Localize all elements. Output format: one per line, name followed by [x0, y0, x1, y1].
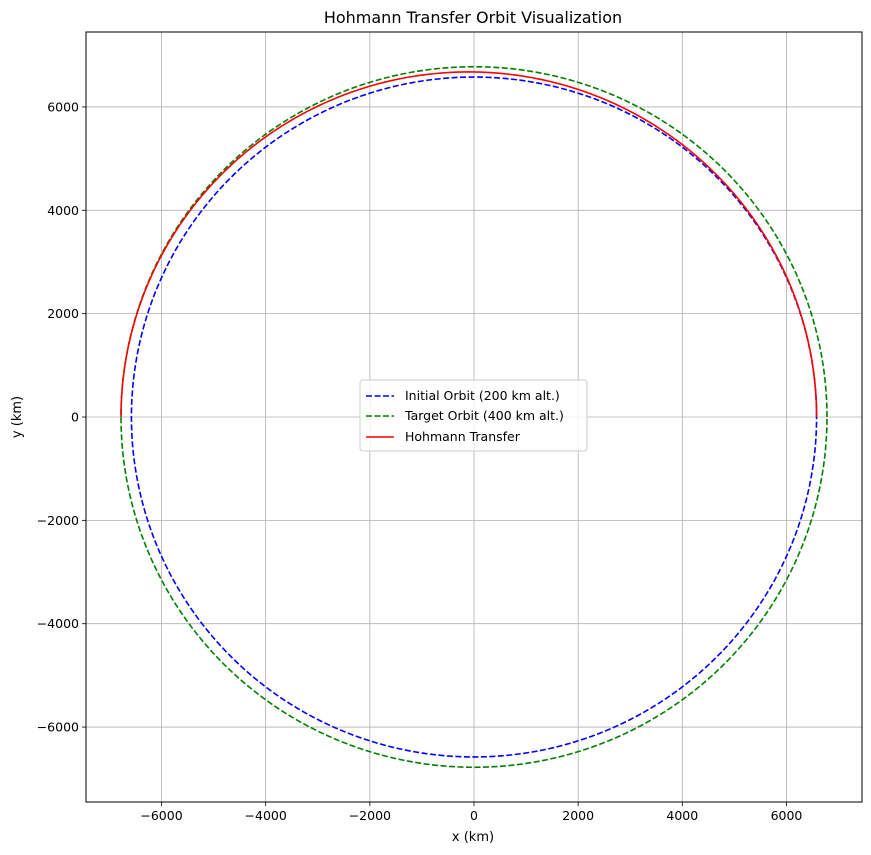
x-tick-label: −6000 — [140, 808, 182, 823]
legend-label-hohmann-transfer: Hohmann Transfer — [405, 429, 521, 444]
legend-label-initial-orbit: Initial Orbit (200 km alt.) — [405, 388, 560, 403]
y-tick-label: 0 — [71, 410, 79, 425]
x-tick-label: 4000 — [666, 808, 698, 823]
x-tick-label: −4000 — [245, 808, 287, 823]
ticks-group: −6000 −4000 −2000 0 2000 4000 6000 −6000 −4000 −2… — [37, 99, 803, 823]
y-tick-label: −4000 — [37, 616, 79, 631]
series-line-hohmann-transfer — [120, 71, 818, 418]
x-axis-label: x (km) — [452, 830, 494, 845]
y-tick-label: −2000 — [37, 513, 79, 528]
legend-box — [359, 379, 588, 452]
x-tick-label: 6000 — [771, 808, 803, 823]
series-line-initial-orbit-200-km-alt — [130, 76, 818, 758]
y-tick-label: 6000 — [47, 99, 79, 114]
chart-title: Hohmann Transfer Orbit Visualization — [324, 8, 622, 27]
series-line-target-orbit-400-km-alt — [120, 65, 828, 769]
legend-label-target-orbit: Target Orbit (400 km alt.) — [404, 408, 564, 423]
legend: Initial Orbit (200 km alt.) Target Orbit… — [359, 379, 588, 452]
series-group — [120, 65, 828, 769]
y-axis-label: y (km) — [10, 396, 25, 438]
x-tick-label: −2000 — [349, 808, 391, 823]
y-tick-label: 4000 — [47, 203, 79, 218]
y-tick-label: 2000 — [47, 306, 79, 321]
x-tick-label: 0 — [470, 808, 478, 823]
x-tick-label: 2000 — [562, 808, 594, 823]
y-tick-label: −6000 — [37, 720, 79, 735]
